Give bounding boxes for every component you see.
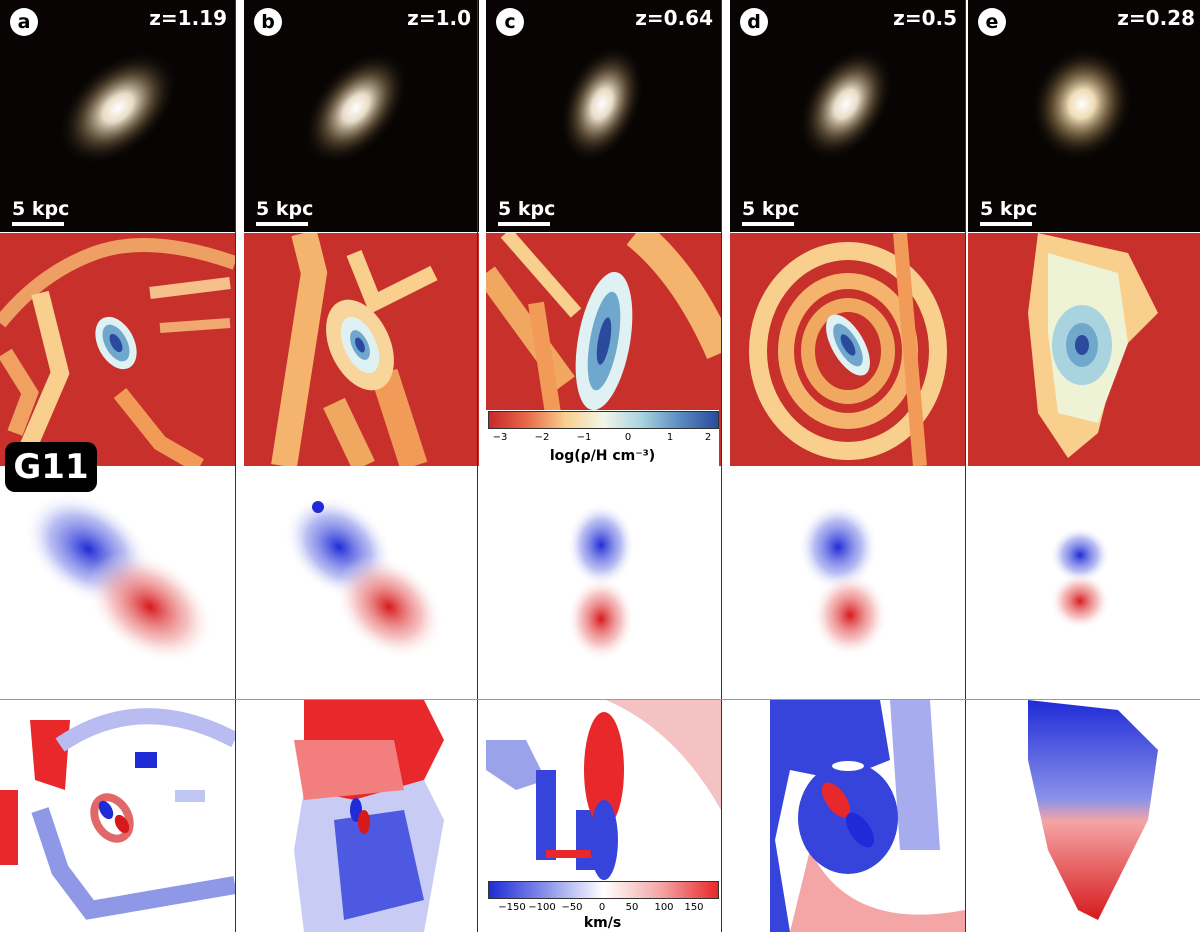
colorbar-tick: 1 xyxy=(666,432,674,443)
galaxy-light xyxy=(798,47,894,161)
column-divider xyxy=(477,0,478,932)
stellar-velocity-map xyxy=(730,467,965,699)
redshift-label: z=1.0 xyxy=(407,6,471,30)
gas-velocity-map xyxy=(244,700,479,932)
stellar-image: c z=0.64 5 kpc xyxy=(486,0,721,232)
colorbar-tick: 0 xyxy=(624,432,632,443)
redshift-label: z=0.64 xyxy=(635,6,713,30)
colorbar-tick: −3 xyxy=(492,432,508,443)
scale-bar xyxy=(742,222,794,226)
panel-column-b: b z=1.0 5 kpc xyxy=(244,0,479,932)
stellar-image: b z=1.0 5 kpc xyxy=(244,0,479,232)
scale-bar xyxy=(256,222,308,226)
redshift-label: z=0.5 xyxy=(893,6,957,30)
colorbar-tick: 2 xyxy=(704,432,712,443)
gas-density-map xyxy=(0,233,235,466)
velocity-colorbar-ticks: −150 −100 −50 0 50 100 150 xyxy=(486,902,719,916)
galaxy-light xyxy=(58,50,178,166)
panel-column-d: d z=0.5 5 kpc xyxy=(730,0,965,932)
panel-column-a: a z=1.19 5 kpc xyxy=(0,0,235,932)
density-colorbar: −3 −2 −1 0 1 2 log(ρ/H cm⁻³) xyxy=(486,410,719,466)
scale-bar-label: 5 kpc xyxy=(12,198,70,220)
row-divider xyxy=(0,699,1200,700)
panel-column-e: e z=0.28 5 kpc xyxy=(968,0,1200,932)
column-divider xyxy=(721,0,722,932)
redshift-label: z=0.28 xyxy=(1117,6,1195,30)
galaxy-id-label: G11 xyxy=(5,442,97,492)
panel-letter: a xyxy=(10,8,38,36)
gas-density-map xyxy=(730,233,965,466)
panel-letter: b xyxy=(254,8,282,36)
velocity-colorbar-gradient xyxy=(488,881,719,899)
scale-bar xyxy=(498,222,550,226)
stellar-velocity-map xyxy=(244,467,479,699)
density-colorbar-gradient xyxy=(488,411,719,429)
gas-velocity-map xyxy=(0,700,235,932)
panel-column-c: c z=0.64 5 kpc xyxy=(486,0,721,932)
galaxy-light xyxy=(303,51,409,165)
colorbar-tick: −150 xyxy=(498,902,526,913)
colorbar-tick: −1 xyxy=(576,432,592,443)
stellar-velocity-map xyxy=(0,467,235,699)
colorbar-tick: −2 xyxy=(534,432,550,443)
scale-bar xyxy=(980,222,1032,226)
column-divider xyxy=(965,0,966,932)
colorbar-tick: 50 xyxy=(625,902,639,913)
panel-letter: d xyxy=(740,8,768,36)
panel-letter: c xyxy=(496,8,524,36)
galaxy-light xyxy=(1030,46,1134,162)
colorbar-tick: −50 xyxy=(561,902,583,913)
scale-bar-label: 5 kpc xyxy=(742,198,800,220)
density-colorbar-ticks: −3 −2 −1 0 1 2 xyxy=(486,432,719,446)
stellar-velocity-map xyxy=(486,467,721,699)
density-colorbar-label: log(ρ/H cm⁻³) xyxy=(549,448,656,464)
velocity-colorbar-label: km/s xyxy=(583,915,622,931)
stellar-image: a z=1.19 5 kpc xyxy=(0,0,235,232)
stellar-image: d z=0.5 5 kpc xyxy=(730,0,965,232)
scale-bar-label: 5 kpc xyxy=(256,198,314,220)
stellar-image: e z=0.28 5 kpc xyxy=(968,0,1200,232)
colorbar-tick: 100 xyxy=(654,902,674,913)
gas-velocity-map xyxy=(730,700,965,932)
gas-velocity-map xyxy=(968,700,1200,932)
panel-letter: e xyxy=(978,8,1006,36)
gas-density-map xyxy=(968,233,1200,466)
stellar-velocity-map xyxy=(968,467,1200,699)
scale-bar xyxy=(12,222,64,226)
gas-density-map xyxy=(244,233,479,466)
colorbar-tick: 0 xyxy=(598,902,606,913)
colorbar-tick: −100 xyxy=(528,902,556,913)
redshift-label: z=1.19 xyxy=(149,6,227,30)
column-divider xyxy=(235,0,236,932)
colorbar-tick: 150 xyxy=(684,902,704,913)
velocity-colorbar: −150 −100 −50 0 50 100 150 km/s xyxy=(486,880,719,932)
galaxy-light xyxy=(559,44,645,164)
scale-bar-label: 5 kpc xyxy=(980,198,1038,220)
scale-bar-label: 5 kpc xyxy=(498,198,556,220)
